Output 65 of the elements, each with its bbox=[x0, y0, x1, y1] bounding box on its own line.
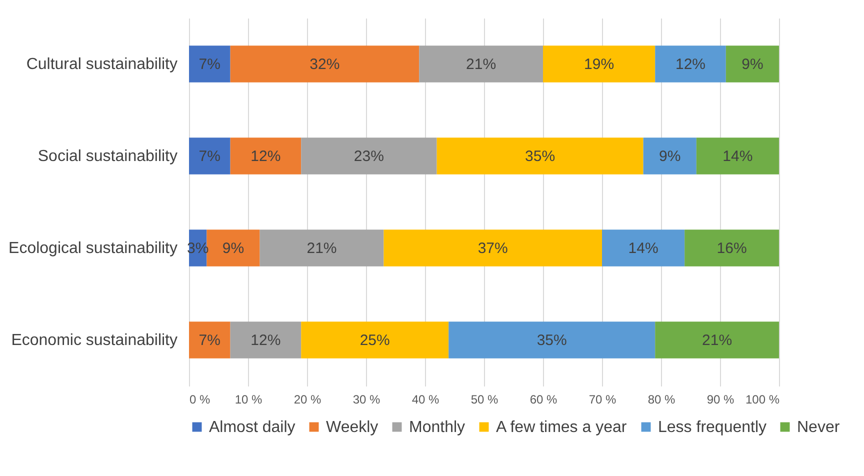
data-label: 25% bbox=[360, 332, 390, 349]
legend-label: Less frequently bbox=[658, 419, 767, 436]
data-label: 9% bbox=[742, 56, 764, 73]
data-label: 16% bbox=[716, 240, 747, 257]
x-tick-label: 70 % bbox=[588, 392, 616, 406]
bar bbox=[206, 230, 260, 266]
y-tick-label: Economic sustainability bbox=[11, 332, 178, 349]
bar bbox=[189, 322, 230, 358]
x-tick-label: 60 % bbox=[530, 392, 558, 406]
bar bbox=[643, 138, 696, 174]
data-label: 14% bbox=[722, 148, 753, 165]
legend-label: Never bbox=[797, 419, 840, 436]
bar bbox=[696, 138, 779, 174]
data-label: 37% bbox=[478, 240, 508, 257]
bar bbox=[655, 46, 726, 82]
y-tick-label: Ecological sustainability bbox=[8, 240, 178, 257]
bar bbox=[230, 322, 302, 358]
bar bbox=[384, 230, 602, 266]
data-label: 23% bbox=[354, 148, 384, 165]
bar bbox=[301, 138, 437, 174]
data-label: 12% bbox=[675, 56, 706, 73]
legend-label: Weekly bbox=[326, 419, 378, 436]
bar bbox=[543, 46, 656, 82]
data-label: 21% bbox=[702, 332, 732, 349]
x-tick-label: 10 % bbox=[234, 392, 262, 406]
bar bbox=[301, 322, 449, 358]
x-tick-label: 90 % bbox=[706, 392, 734, 406]
x-tick-label: 30 % bbox=[352, 392, 380, 406]
x-tick-label: 50 % bbox=[470, 392, 498, 406]
data-label: 12% bbox=[250, 332, 281, 349]
bar bbox=[260, 230, 384, 266]
data-label: 7% bbox=[198, 148, 220, 165]
data-label: 35% bbox=[536, 332, 567, 349]
data-label: 12% bbox=[250, 148, 281, 165]
data-label: 19% bbox=[584, 56, 614, 73]
legend-label: A few times a year bbox=[496, 419, 628, 436]
x-tick-label: 100 % bbox=[745, 392, 780, 406]
data-label: 7% bbox=[198, 332, 220, 349]
bar bbox=[189, 138, 230, 174]
bar bbox=[419, 46, 543, 82]
x-tick-label: 0 % bbox=[190, 392, 211, 406]
bar bbox=[189, 46, 230, 82]
data-label: 9% bbox=[659, 148, 681, 165]
data-label: 35% bbox=[525, 148, 556, 165]
data-label: 21% bbox=[306, 240, 337, 257]
bar bbox=[230, 46, 420, 82]
y-tick-label: Social sustainability bbox=[38, 148, 178, 165]
data-label: 21% bbox=[466, 56, 496, 73]
x-tick-label: 20 % bbox=[294, 392, 322, 406]
y-tick-label: Cultural sustainability bbox=[26, 56, 178, 73]
bar bbox=[230, 138, 302, 174]
legend-label: Monthly bbox=[409, 419, 466, 436]
bar bbox=[655, 322, 779, 358]
bar bbox=[684, 230, 779, 266]
x-tick-label: 40 % bbox=[412, 392, 440, 406]
bar bbox=[602, 230, 685, 266]
bar bbox=[436, 138, 644, 174]
bar bbox=[448, 322, 656, 358]
bar bbox=[726, 46, 779, 82]
x-tick-label: 80 % bbox=[648, 392, 676, 406]
data-label: 32% bbox=[310, 56, 340, 73]
data-label: 7% bbox=[198, 56, 220, 73]
data-label: 9% bbox=[222, 240, 244, 257]
data-label: 14% bbox=[628, 240, 658, 257]
legend-label: Almost daily bbox=[209, 419, 296, 436]
